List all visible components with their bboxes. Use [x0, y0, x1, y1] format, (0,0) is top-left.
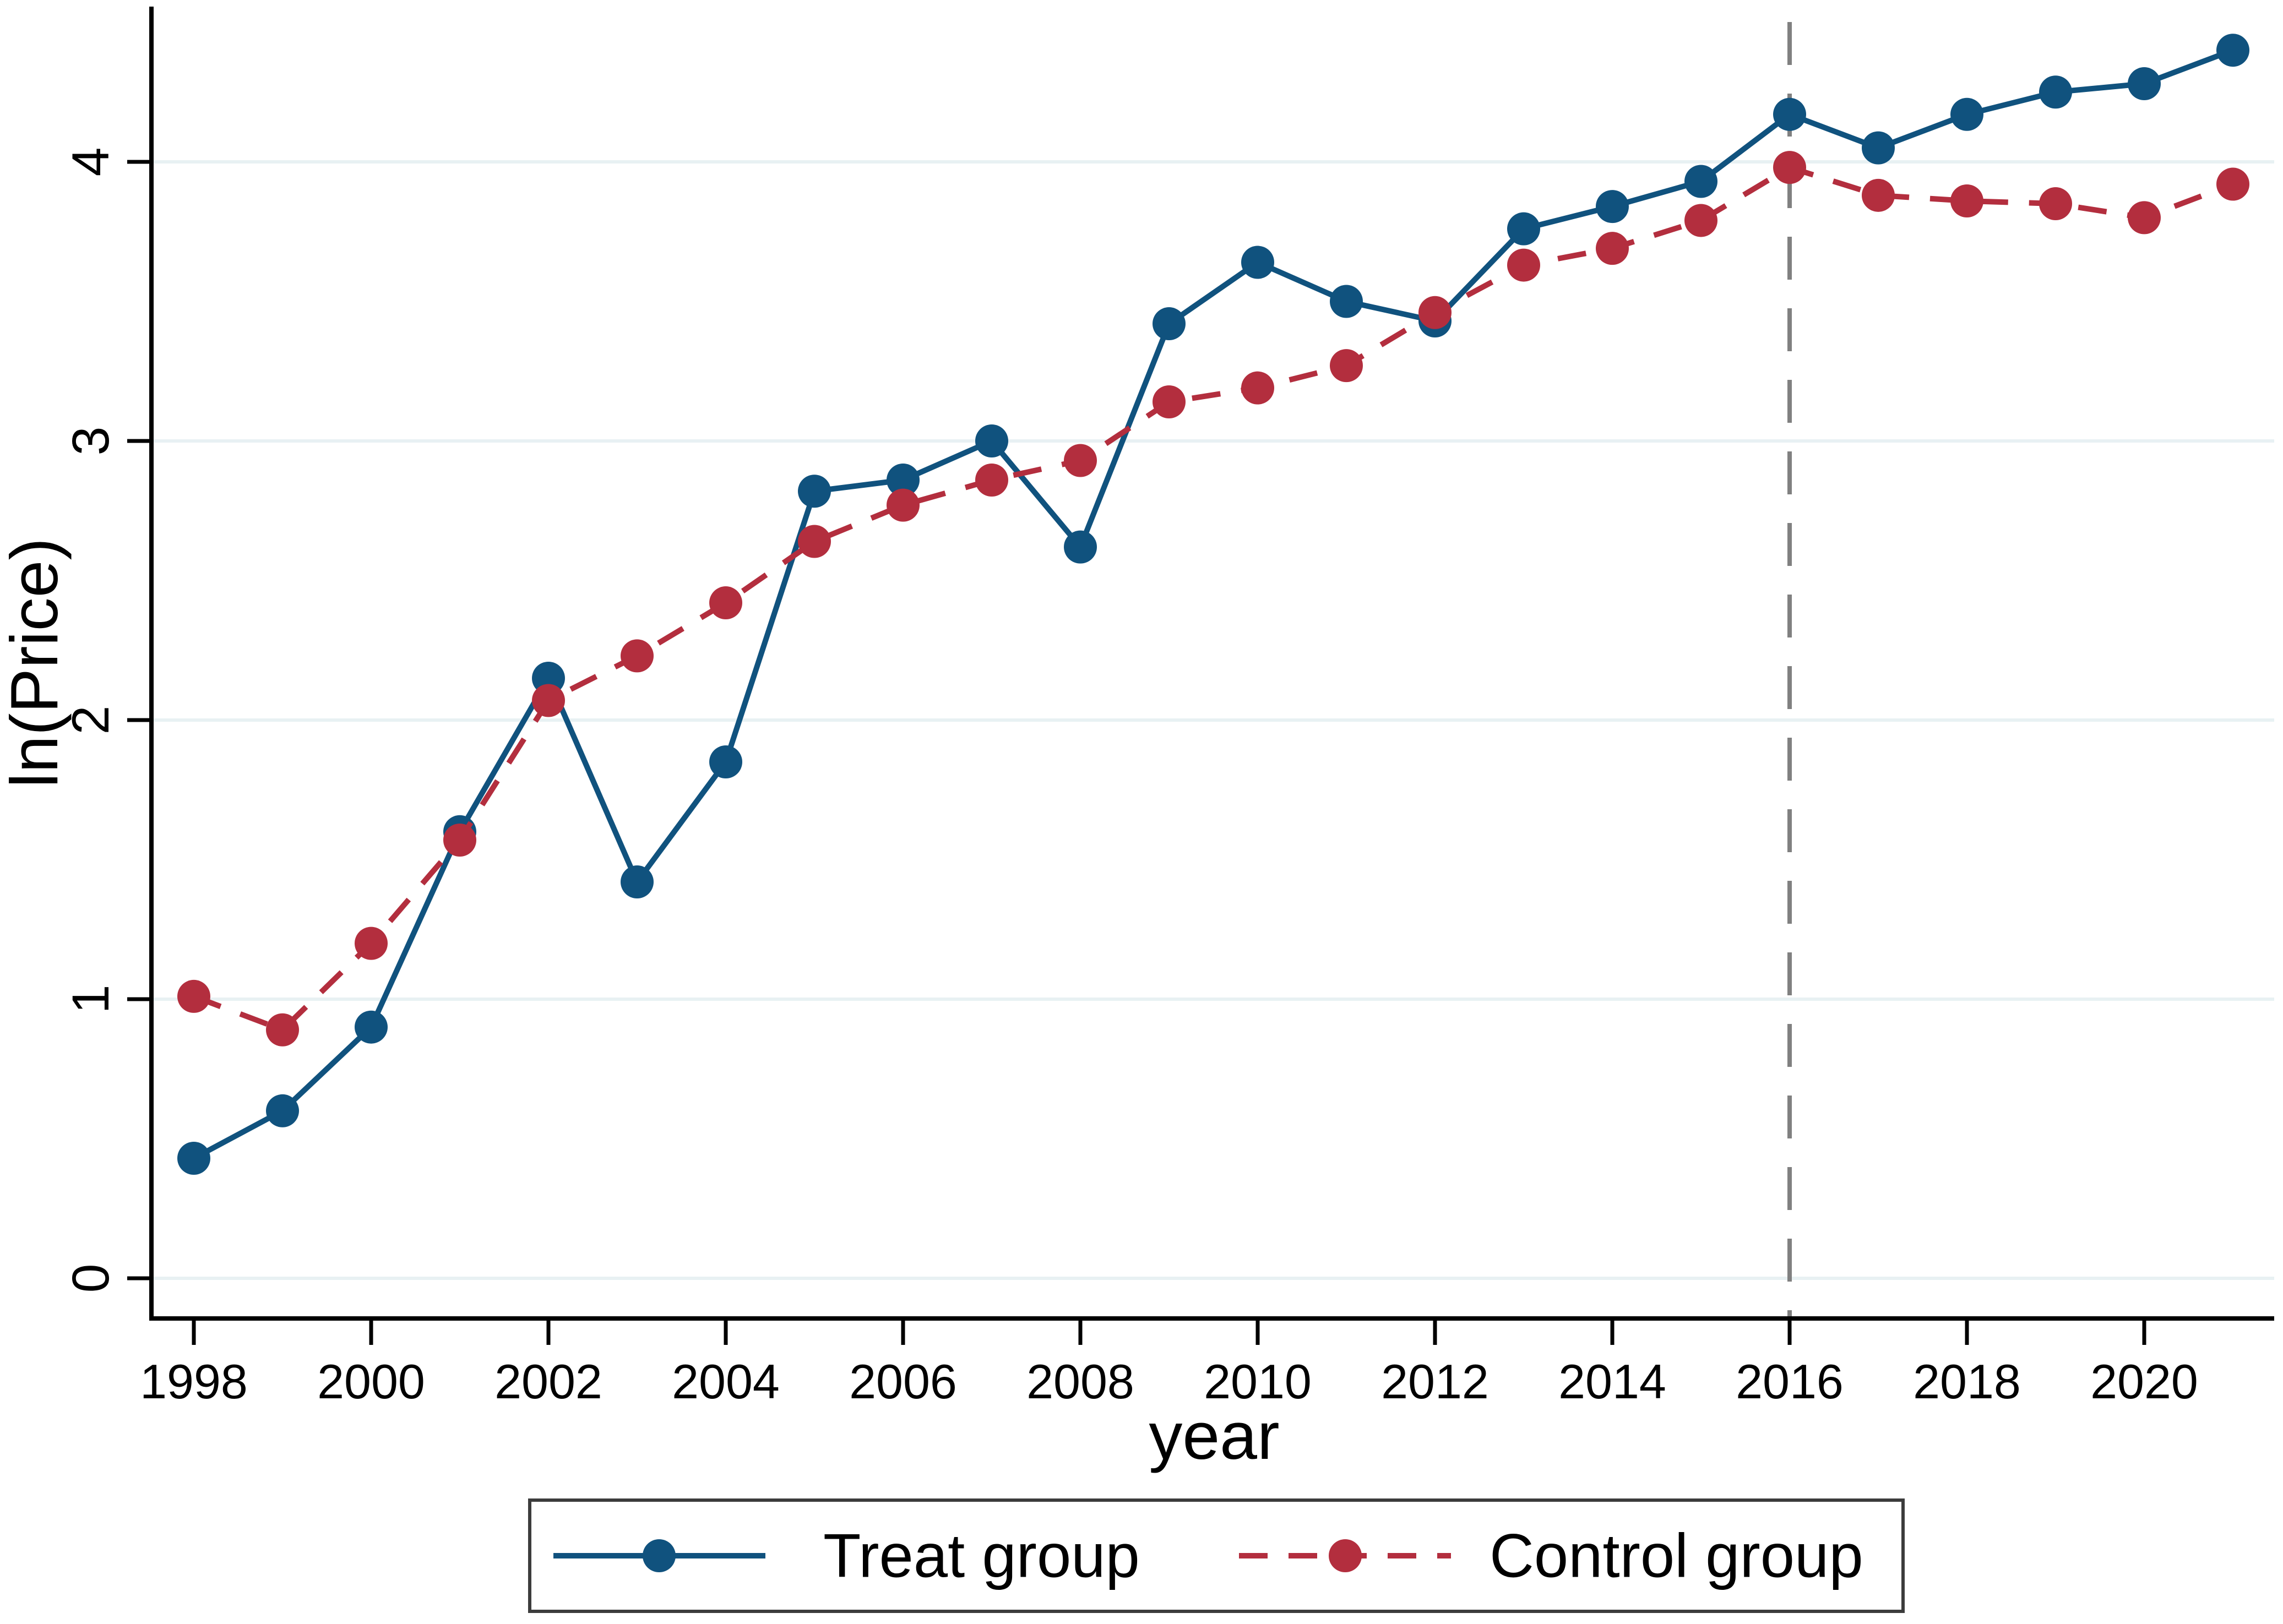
marker-control-2013 — [1507, 248, 1540, 282]
marker-treat-2014 — [1596, 190, 1629, 224]
axis-titles: year ln(Price) — [0, 538, 1280, 1473]
x-tick-label-2020: 2020 — [2090, 1354, 2198, 1409]
x-tick-label-2008: 2008 — [1026, 1354, 1134, 1409]
x-tick-label-2016: 2016 — [1736, 1354, 1844, 1409]
y-tick-label-2: 2 — [62, 706, 120, 735]
marker-treat-2004 — [709, 745, 742, 779]
marker-control-2007 — [975, 463, 1008, 497]
marker-treat-2020 — [2128, 67, 2161, 101]
marker-control-2012 — [1418, 296, 1452, 329]
series-control-group — [177, 151, 2249, 1047]
x-tick-label-1998: 1998 — [140, 1354, 248, 1409]
series-treat-group — [177, 34, 2249, 1175]
x-tick-label-2012: 2012 — [1381, 1354, 1489, 1409]
y-axis: 0 1 2 3 4 — [62, 7, 154, 1321]
y-tick-label-1: 1 — [62, 985, 120, 1014]
x-axis-title: year — [1149, 1398, 1279, 1473]
x-axis: 1998 2000 2002 2004 2006 2008 2010 2012 2014 2016… — [140, 1316, 2274, 1409]
legend: Treat group Control group — [528, 1498, 1905, 1613]
x-tick-label-2000: 2000 — [317, 1354, 425, 1409]
marker-treat-1999 — [266, 1094, 299, 1127]
x-tick-label-2004: 2004 — [672, 1354, 780, 1409]
marker-treat-2008 — [1064, 530, 1097, 564]
marker-treat-2019 — [2039, 75, 2072, 109]
y-tick-label-3: 3 — [62, 427, 120, 456]
marker-control-2014 — [1596, 232, 1629, 265]
legend-sample-marker-control — [1329, 1539, 1362, 1572]
marker-control-2010 — [1241, 371, 1274, 405]
x-tick-label-2018: 2018 — [1913, 1354, 2021, 1409]
marker-treat-2000 — [355, 1010, 388, 1044]
marker-treat-2018 — [1950, 97, 1983, 131]
marker-control-2000 — [355, 927, 388, 960]
marker-control-2004 — [709, 586, 742, 620]
marker-control-2008 — [1064, 444, 1097, 477]
marker-control-2011 — [1330, 349, 1363, 383]
marker-control-2017 — [1862, 178, 1895, 212]
y-axis-title: ln(Price) — [0, 538, 72, 788]
marker-treat-2011 — [1330, 285, 1363, 318]
marker-treat-2015 — [1684, 165, 1717, 198]
legend-label-treat: Treat group — [823, 1522, 1140, 1590]
marker-control-2009 — [1153, 385, 1186, 419]
marker-control-2002 — [532, 684, 565, 717]
marker-control-2021 — [2216, 167, 2249, 201]
marker-treat-2021 — [2216, 34, 2249, 67]
y-tick-label-4: 4 — [62, 148, 120, 177]
legend-label-control: Control group — [1490, 1522, 1863, 1590]
marker-treat-2006 — [887, 463, 920, 497]
marker-control-2006 — [887, 488, 920, 522]
marker-treat-2009 — [1153, 307, 1186, 341]
marker-control-2016 — [1773, 151, 1806, 184]
marker-treat-1998 — [177, 1141, 210, 1175]
marker-control-2019 — [2039, 187, 2072, 221]
x-tick-label-2010: 2010 — [1204, 1354, 1312, 1409]
marker-treat-2017 — [1862, 131, 1895, 165]
series-line-treat — [192, 47, 2234, 1161]
marker-control-2005 — [798, 525, 831, 558]
marker-control-2020 — [2128, 201, 2161, 235]
marker-control-2015 — [1684, 204, 1717, 237]
x-tick-label-2006: 2006 — [849, 1354, 957, 1409]
marker-treat-2010 — [1241, 246, 1274, 279]
marker-control-2018 — [1950, 184, 1983, 217]
marker-treat-2005 — [798, 475, 831, 508]
legend-sample-marker-treat — [643, 1539, 676, 1572]
marker-treat-2003 — [621, 865, 654, 899]
legend-box — [528, 1498, 1905, 1613]
series-line-control — [193, 165, 2234, 1033]
marker-control-2001 — [443, 824, 476, 857]
marker-treat-2016 — [1773, 97, 1806, 131]
gridlines — [154, 160, 2274, 1280]
x-tick-label-2014: 2014 — [1558, 1354, 1666, 1409]
x-tick-label-2002: 2002 — [494, 1354, 602, 1409]
y-tick-label-0: 0 — [62, 1264, 120, 1293]
marker-treat-2013 — [1507, 212, 1540, 246]
marker-control-1999 — [266, 1013, 299, 1047]
marker-control-2003 — [621, 639, 654, 673]
marker-control-1998 — [177, 979, 210, 1013]
marker-treat-2007 — [975, 424, 1008, 457]
